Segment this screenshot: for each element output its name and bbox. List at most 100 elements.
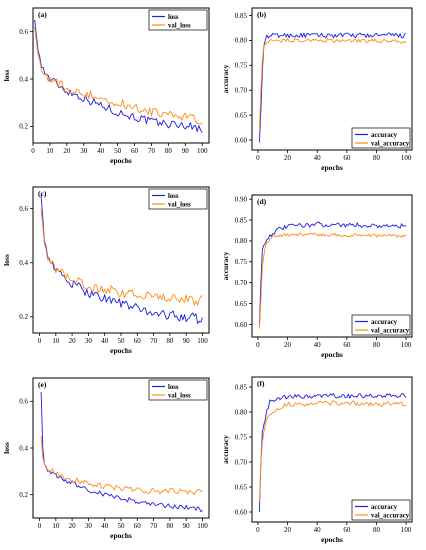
x-tick-label: 0	[38, 522, 42, 530]
y-tick-label: 0.85	[235, 383, 248, 391]
x-tick-label: 30	[85, 337, 93, 345]
series-line-loss	[40, 391, 203, 513]
series-line-val-accuracy	[258, 38, 407, 131]
x-tick-label: 50	[118, 522, 126, 530]
x-tick-label: 40	[314, 154, 322, 162]
y-tick-label: 0.6	[19, 205, 28, 213]
series-line-val-accuracy	[258, 400, 407, 503]
x-tick-label: 100	[197, 522, 208, 530]
x-axis-title: epochs	[110, 531, 132, 540]
y-axis-title: loss	[2, 442, 11, 454]
x-tick-label: 20	[284, 341, 292, 349]
legend-label-loss: loss	[168, 384, 179, 391]
x-tick-label: 60	[134, 522, 142, 530]
x-axis-title: epochs	[110, 156, 132, 165]
y-tick-label: 0.70	[235, 87, 248, 95]
series-line-val-loss	[40, 436, 203, 495]
x-tick-label: 30	[85, 522, 93, 530]
series-line-loss	[40, 195, 203, 324]
x-tick-label: 0	[256, 526, 260, 534]
x-tick-label: 20	[284, 154, 292, 162]
y-tick-label: 0.60	[235, 321, 248, 329]
x-tick-label: 40	[101, 337, 109, 345]
series-line-val-loss	[40, 208, 203, 306]
x-tick-label: 40	[101, 522, 109, 530]
y-tick-label: 0.65	[235, 111, 248, 119]
y-axis-title: accuracy	[221, 64, 230, 93]
x-tick-label: 80	[166, 522, 174, 530]
panel-label: (b)	[257, 10, 267, 19]
y-axis-title: accuracy	[221, 435, 230, 464]
x-tick-label: 20	[284, 526, 292, 534]
series-line-accuracy	[258, 32, 407, 143]
x-tick-label: 40	[314, 341, 322, 349]
legend-label-accuracy: accuracy	[371, 132, 398, 139]
panel-label: (d)	[257, 197, 267, 206]
x-tick-label: 10	[52, 522, 60, 530]
legend-label-val-accuracy: val_accuracy	[371, 327, 410, 334]
x-axis-title: epochs	[110, 346, 132, 355]
x-tick-label: 70	[148, 147, 156, 155]
legend-label-val-loss: val_loss	[168, 201, 191, 208]
x-tick-label: 90	[182, 147, 190, 155]
legend-label-val-loss: val_loss	[168, 392, 191, 399]
x-tick-label: 20	[69, 337, 77, 345]
chart-panel-2: 0 20 40 60 80 100 0.60 0.65 0.70 0.75 0.80 0.85 epoc…	[221, 7, 413, 172]
y-axis-title: loss	[2, 70, 11, 82]
chart-panel-6: 0 20 40 60 80 100 0.60 0.65 0.70 0.75 0.80 0.85 epoc…	[221, 376, 413, 544]
plot-frame	[251, 7, 413, 151]
y-tick-label: 0.4	[19, 444, 28, 452]
x-tick-label: 60	[343, 154, 351, 162]
y-tick-label: 0.6	[19, 28, 28, 36]
x-tick-label: 100	[401, 154, 412, 162]
series-line-val-loss	[34, 26, 203, 125]
x-tick-label: 90	[183, 337, 191, 345]
x-tick-label: 100	[197, 337, 208, 345]
series-line-val-accuracy	[258, 232, 407, 329]
y-tick-label: 0.75	[235, 62, 248, 70]
y-tick-label: 0.4	[19, 259, 28, 267]
series-line-accuracy	[258, 221, 407, 325]
y-tick-label: 0.65	[235, 300, 248, 308]
panel-label: (c)	[38, 189, 47, 198]
y-tick-label: 0.85	[235, 12, 248, 20]
y-tick-label: 0.65	[235, 483, 248, 491]
x-tick-label: 60	[134, 337, 142, 345]
chart-panel-1: 0 10 20 30 40 50 60 70 80 90 100 0.2 0.4 0.6 epochs los…	[2, 7, 210, 165]
y-tick-label: 0.2	[19, 313, 28, 321]
panel-label: (f)	[257, 379, 265, 388]
x-axis-title: epochs	[321, 350, 343, 359]
x-tick-label: 80	[165, 147, 173, 155]
legend-label-val-accuracy: val_accuracy	[371, 140, 410, 147]
y-tick-label: 0.80	[235, 37, 248, 45]
chart-panel-5: 0 10 20 30 40 50 60 70 80 90 100 0.2 0.4 0.6 epochs los…	[2, 377, 210, 540]
plot-frame	[251, 376, 413, 523]
y-tick-label: 0.80	[235, 237, 248, 245]
y-tick-label: 0.85	[235, 216, 248, 224]
legend-label-val-loss: val_loss	[168, 22, 191, 29]
x-tick-label: 70	[150, 337, 158, 345]
x-tick-label: 80	[166, 337, 174, 345]
x-tick-label: 100	[401, 526, 412, 534]
legend-label-val-accuracy: val_accuracy	[371, 512, 410, 519]
x-tick-label: 60	[343, 341, 351, 349]
series-line-loss	[34, 19, 203, 133]
x-tick-label: 70	[150, 522, 158, 530]
plot-frame	[251, 194, 413, 338]
x-tick-label: 0	[38, 337, 42, 345]
series-line-accuracy	[258, 393, 407, 513]
y-tick-label: 0.75	[235, 258, 248, 266]
y-tick-label: 0.4	[19, 75, 28, 83]
legend-label-accuracy: accuracy	[371, 504, 398, 511]
plot-frame	[32, 7, 210, 144]
y-tick-label: 0.75	[235, 433, 248, 441]
chart-panel-4: 0 20 40 60 80 100 0.60 0.65 0.70 0.75 0.80 0.85 0.90…	[221, 194, 413, 359]
x-tick-label: 0	[31, 147, 35, 155]
x-tick-label: 0	[256, 341, 260, 349]
